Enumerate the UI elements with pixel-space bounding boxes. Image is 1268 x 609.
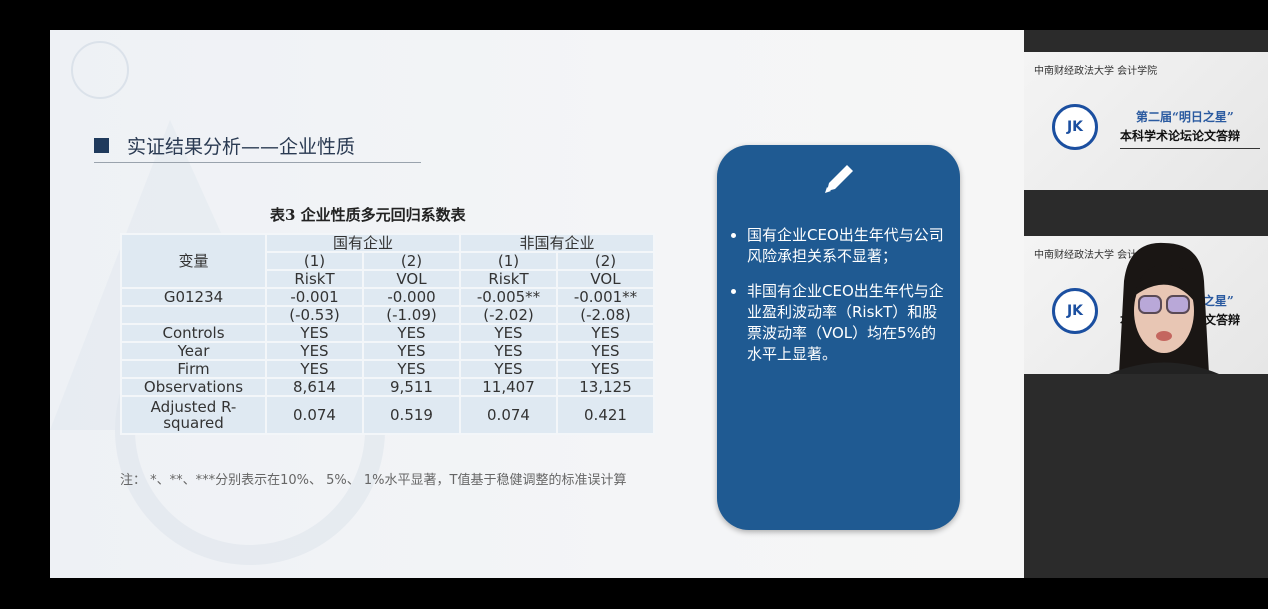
model-num: (1): [459, 251, 558, 271]
speaker-video-image: [1109, 242, 1219, 374]
table-cell: -0.000: [362, 287, 461, 307]
event-subtitle: 本科学术论坛论文答辩: [1120, 129, 1241, 143]
summary-card: 国有企业CEO出生年代与公司风险承担关系不显著； 非国有企业CEO出生年代与企业…: [717, 145, 960, 530]
table-row: Year YES YES YES YES: [120, 341, 655, 361]
table-row: G01234 -0.001 -0.000 -0.005** -0.001**: [120, 287, 655, 307]
row-label: Firm: [120, 359, 267, 379]
table-row: Observations 8,614 9,511 11,407 13,125: [120, 377, 655, 397]
summary-bullet: 非国有企业CEO出生年代与企业盈利波动率（RiskT）和股票波动率（VOL）均在…: [747, 281, 947, 365]
table-cell: 0.074: [265, 395, 364, 435]
presentation-slide: 实证结果分析——企业性质 表3 企业性质多元回归系数表 变量 国有企业 非国有企…: [50, 30, 1024, 578]
dep-var: VOL: [556, 269, 655, 289]
participant-video-tile[interactable]: 中南财经政法大学 会计学院 JK 第二届“明日之星” 本科学术论坛论文答辩: [1024, 52, 1268, 190]
slide-title-text: 实证结果分析——企业性质: [127, 136, 356, 158]
table-cell: 0.519: [362, 395, 461, 435]
row-label: Observations: [120, 377, 267, 397]
table-cell: YES: [459, 323, 558, 343]
table-cell: 0.421: [556, 395, 655, 435]
table-row: Adjusted R-squared 0.074 0.519 0.074 0.421: [120, 395, 655, 435]
table-row: Firm YES YES YES YES: [120, 359, 655, 379]
table-cell: YES: [265, 341, 364, 361]
title-bullet-icon: [94, 138, 109, 153]
event-title: 第二届“明日之星”: [1136, 110, 1234, 124]
divider: [1120, 148, 1260, 149]
table-cell: -0.001**: [556, 287, 655, 307]
model-num: (1): [265, 251, 364, 271]
table-row: (-0.53) (-1.09) (-2.02) (-2.08): [120, 305, 655, 325]
model-num: (2): [556, 251, 655, 271]
table-cell: (-2.08): [556, 305, 655, 325]
table-cell: (-0.53): [265, 305, 364, 325]
dep-var: RiskT: [265, 269, 364, 289]
table-caption: 表3 企业性质多元回归系数表: [270, 206, 466, 224]
slide-title: 实证结果分析——企业性质: [94, 132, 355, 159]
table-note: 注： *、**、***分别表示在10%、 5%、 1%水平显著，T值基于稳健调整…: [120, 473, 627, 488]
dep-var: VOL: [362, 269, 461, 289]
table-cell: YES: [459, 341, 558, 361]
university-name: 中南财经政法大学 会计学院: [1034, 66, 1158, 77]
table-cell: YES: [265, 323, 364, 343]
table-cell: (-2.02): [459, 305, 558, 325]
table-cell: YES: [362, 359, 461, 379]
table-row: Controls YES YES YES YES: [120, 323, 655, 343]
college-logo: JK: [1052, 288, 1098, 334]
university-name: 中南财经政法大学 会计学院: [1034, 250, 1158, 261]
table-cell: 0.074: [459, 395, 558, 435]
table-cell: 11,407: [459, 377, 558, 397]
row-label: G01234: [120, 287, 267, 307]
table-cell: YES: [362, 323, 461, 343]
speaker-video-tile[interactable]: 中南财经政法大学 会计学院 JK 第二届“明日之星” 本科学术论坛论文答辩: [1024, 236, 1268, 374]
table-cell: 9,511: [362, 377, 461, 397]
summary-bullet: 国有企业CEO出生年代与公司风险承担关系不显著；: [747, 225, 947, 267]
table-cell: YES: [362, 341, 461, 361]
table-cell: 13,125: [556, 377, 655, 397]
dep-var: RiskT: [459, 269, 558, 289]
regression-table: 变量 国有企业 非国有企业 (1) (2) (1) (2) RiskT VOL RiskT…: [120, 233, 655, 435]
table-cell: 8,614: [265, 377, 364, 397]
college-logo: JK: [1052, 104, 1098, 150]
table-cell: -0.001: [265, 287, 364, 307]
table-cell: YES: [556, 323, 655, 343]
table-cell: YES: [459, 359, 558, 379]
row-label: [120, 305, 267, 325]
row-label: Controls: [120, 323, 267, 343]
model-num: (2): [362, 251, 461, 271]
row-label: Year: [120, 341, 267, 361]
pencil-icon: [825, 165, 853, 193]
table-cell: YES: [556, 359, 655, 379]
table-cell: YES: [265, 359, 364, 379]
row-label: Adjusted R-squared: [120, 395, 267, 435]
group-header: 非国有企业: [459, 233, 655, 253]
table-cell: -0.005**: [459, 287, 558, 307]
participants-panel: 中南财经政法大学 会计学院 JK 第二届“明日之星” 本科学术论坛论文答辩 中南…: [1024, 30, 1268, 578]
table-cell: YES: [556, 341, 655, 361]
table-cell: (-1.09): [362, 305, 461, 325]
group-header: 国有企业: [265, 233, 461, 253]
title-underline: [94, 162, 421, 163]
var-header: 变量: [120, 233, 267, 289]
